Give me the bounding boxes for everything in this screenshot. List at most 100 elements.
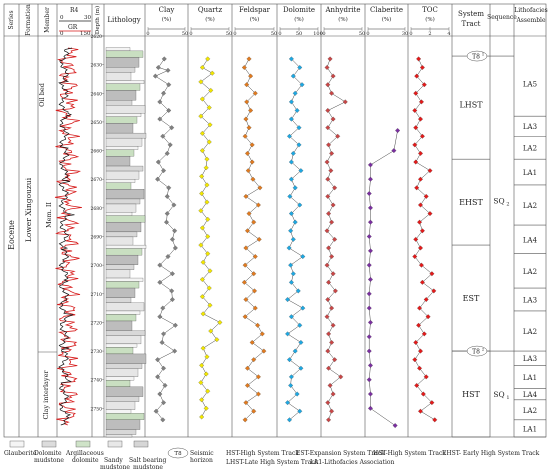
quartz-point (198, 79, 204, 85)
feldspar-point (244, 228, 250, 234)
legend-sandy-mudstone-2: mudstone (100, 464, 130, 471)
dolomite-point (290, 236, 296, 242)
dolomite-point (297, 202, 303, 208)
dolomite-point (288, 382, 294, 388)
clay-point (169, 297, 175, 303)
sequence-label: SQ (493, 197, 504, 206)
anhydrite-point (325, 400, 331, 406)
quartz-series-line (200, 58, 221, 418)
dolomite-point (298, 339, 304, 345)
dolomite-point (286, 133, 293, 139)
feldspar-track-unit: (%) (250, 16, 260, 23)
quartz-point (199, 148, 205, 154)
feldspar-tick-label: 50 (271, 31, 277, 37)
lithology-bed (105, 376, 135, 381)
dolomite-point (298, 168, 304, 174)
anhydrite-point (330, 391, 336, 397)
quartz-point (200, 311, 206, 317)
dolomite-point (299, 82, 305, 88)
quartz-track-title: Quartz (198, 6, 223, 14)
anhydrite-point (326, 279, 332, 285)
legend-seismic-label-1: Seismic (190, 450, 214, 457)
clay-point (153, 408, 159, 414)
lithology-bed (105, 83, 141, 91)
toc-tick-label: 2 (428, 31, 431, 37)
lithology-bed (105, 123, 134, 134)
legend-hst2: HST-High System Track (373, 450, 446, 457)
anhydrite-point (327, 56, 333, 62)
clay-point (152, 73, 158, 79)
quartz-tick-label: 0 (189, 31, 192, 37)
dolomite-point (292, 219, 298, 225)
quartz-point (205, 388, 211, 394)
clay-point (172, 228, 178, 234)
depth-tick-label: 2730 (91, 349, 103, 355)
log-gr-max: 150 (80, 31, 91, 37)
dolomite-point (288, 159, 294, 165)
toc-point (417, 116, 424, 122)
lithology-bed (105, 105, 146, 114)
depth-tick-label: 2660 (91, 149, 103, 155)
clay-point (155, 176, 161, 182)
anhydrite-point (324, 314, 330, 320)
sequence-subscript: 2 (506, 202, 509, 208)
quartz-point (199, 414, 205, 420)
feldspar-point (244, 365, 250, 371)
anhydrite-point (324, 159, 330, 165)
lithology-bed (105, 419, 141, 430)
feldspar-point (252, 254, 258, 260)
member-header: Member (44, 7, 51, 33)
lithofacies-label: LA4 (523, 236, 538, 244)
clay-point (157, 99, 163, 105)
lithofacies-label: LA2 (523, 268, 537, 276)
log-gr-min: 0 (60, 31, 64, 37)
feldspar-point (242, 314, 248, 320)
anhydrite-track-title: Anhydrite (324, 6, 360, 14)
quartz-point (208, 328, 214, 334)
clay-point (157, 391, 163, 397)
feldspar-point (255, 391, 261, 397)
lithology-bed (105, 113, 142, 117)
anhydrite-point (326, 331, 332, 337)
anhydrite-track-unit: (%) (338, 16, 348, 23)
member-name: Mem. II (45, 202, 53, 228)
feldspar-point (242, 417, 248, 423)
dolomite-point (288, 116, 294, 122)
clay-point (155, 64, 161, 71)
clay-point (169, 288, 175, 294)
toc-point (419, 133, 425, 139)
anhydrite-point (332, 357, 338, 363)
anhydrite-point (330, 73, 336, 79)
clay-point (157, 262, 163, 268)
formation-name: Lower Xingouzui (24, 177, 33, 242)
legend-est: EST-Expansion System Track (296, 450, 385, 457)
clay-point (162, 382, 168, 388)
lithology-bed (105, 343, 138, 348)
toc-point (423, 193, 429, 199)
quartz-point (209, 70, 215, 76)
claberite-point (367, 405, 373, 411)
toc-point (412, 142, 418, 148)
claberite-point (366, 348, 372, 354)
lithology-bed (105, 90, 137, 101)
log-r4-min: 0 (60, 15, 64, 21)
dolomite-point (290, 150, 296, 156)
dolomite-point (286, 245, 292, 251)
feldspar-point (243, 245, 249, 251)
quartz-point (199, 397, 205, 403)
lithofacies-label: LA3 (523, 297, 537, 305)
member-sub: Oil bed (38, 83, 46, 107)
toc-point (412, 107, 418, 113)
dolomite-point (294, 107, 300, 113)
dolomite-point (290, 271, 296, 277)
clay-point (159, 339, 165, 345)
feldspar-point (246, 211, 252, 217)
dolomite-point (288, 374, 294, 380)
anhydrite-point (329, 254, 335, 260)
anhydrite-point (324, 262, 330, 268)
lithofacies-label: LA3 (523, 355, 537, 363)
anhydrite-point (329, 339, 335, 345)
anhydrite-point (325, 82, 331, 88)
lithology-bed (105, 132, 147, 139)
